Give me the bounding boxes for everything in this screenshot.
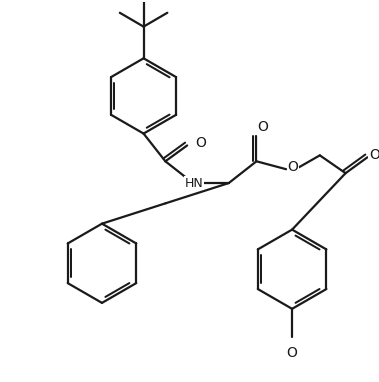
- Text: O: O: [288, 160, 299, 174]
- Text: O: O: [369, 148, 379, 162]
- Text: O: O: [257, 120, 268, 134]
- Text: O: O: [195, 136, 206, 151]
- Text: HN: HN: [185, 176, 204, 189]
- Text: O: O: [287, 346, 298, 361]
